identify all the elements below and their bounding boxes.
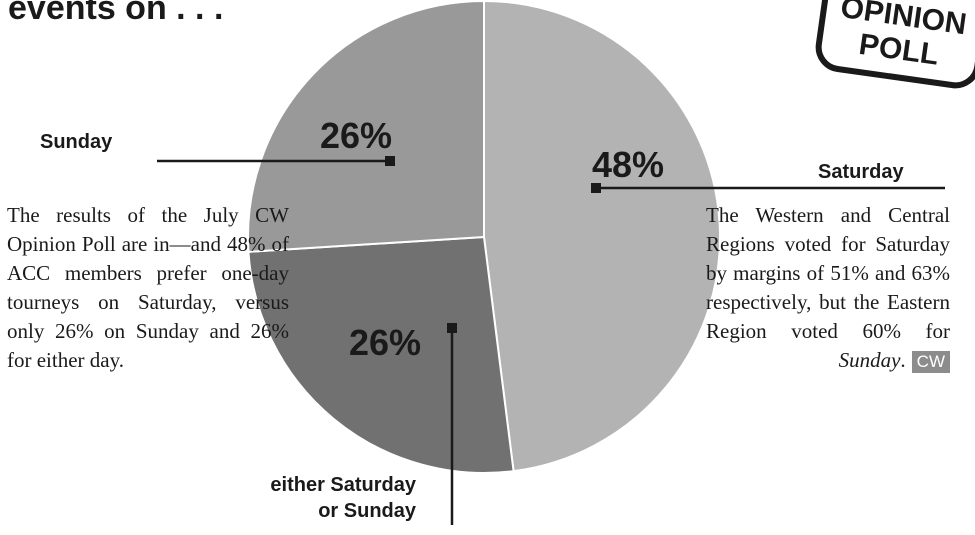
sunday-label: Sunday xyxy=(40,131,113,153)
right-text-main: The Western and Central Regions voted fo… xyxy=(706,203,950,343)
pie-slice-1 xyxy=(483,0,721,473)
leader-marker-3 xyxy=(385,156,395,166)
right-text-italic: Sunday xyxy=(838,348,901,372)
right-article-text: The Western and Central Regions voted fo… xyxy=(706,201,950,375)
pie-slice-2 xyxy=(247,235,515,474)
either-label-line-2: or Sunday xyxy=(318,500,416,522)
pie-percent-label-1: 48% xyxy=(592,144,664,185)
cw-badge: CW xyxy=(911,351,950,373)
leader-marker-2 xyxy=(447,323,457,333)
either-label-line-1: either Saturday xyxy=(270,474,416,496)
saturday-label: Saturday xyxy=(818,161,904,183)
right-text-end: . xyxy=(900,348,906,372)
left-article-text: The results of the July CW Opinion Poll … xyxy=(7,203,289,372)
opinion-poll-stamp: OPINION POLL xyxy=(815,0,975,89)
leader-marker-1 xyxy=(591,183,601,193)
pie-percent-label-3: 26% xyxy=(320,115,392,156)
pie-slice-3 xyxy=(247,0,485,253)
headline: events on . . . xyxy=(8,0,224,27)
pie-percent-label-2: 26% xyxy=(349,322,421,363)
